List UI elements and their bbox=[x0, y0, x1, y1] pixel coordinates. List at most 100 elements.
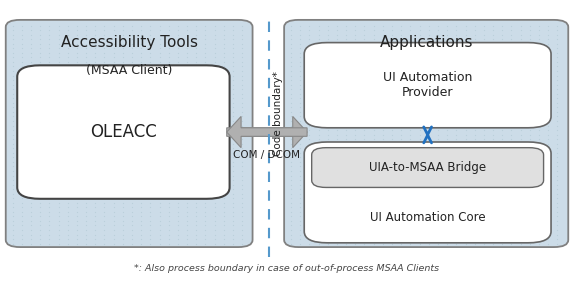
Point bbox=[360, 141, 369, 146]
Point bbox=[443, 105, 452, 110]
Point bbox=[164, 87, 173, 91]
Point bbox=[219, 169, 228, 173]
Point bbox=[100, 64, 109, 69]
Point bbox=[118, 73, 127, 78]
Point bbox=[72, 178, 82, 182]
Point bbox=[342, 164, 351, 169]
Point bbox=[164, 210, 173, 214]
Point bbox=[155, 128, 164, 132]
Point bbox=[63, 64, 72, 69]
Point bbox=[137, 105, 146, 110]
Point bbox=[127, 91, 137, 96]
Point bbox=[109, 132, 118, 137]
Point bbox=[54, 191, 63, 196]
Point bbox=[173, 60, 183, 64]
Point bbox=[488, 201, 498, 205]
Point bbox=[479, 151, 488, 155]
Point bbox=[8, 205, 17, 210]
Point bbox=[323, 141, 332, 146]
Point bbox=[406, 55, 415, 60]
Point bbox=[173, 51, 183, 55]
Point bbox=[228, 87, 238, 91]
Point bbox=[100, 205, 109, 210]
Point bbox=[146, 51, 155, 55]
Point bbox=[45, 232, 54, 237]
Point bbox=[286, 178, 296, 182]
Point bbox=[173, 191, 183, 196]
Point bbox=[118, 128, 127, 132]
Point bbox=[305, 223, 314, 228]
Point bbox=[201, 237, 210, 241]
Point bbox=[534, 101, 544, 105]
Point bbox=[415, 187, 424, 191]
Text: Applications: Applications bbox=[379, 36, 473, 51]
Point bbox=[525, 82, 534, 87]
Point bbox=[516, 132, 525, 137]
Point bbox=[544, 164, 553, 169]
Point bbox=[192, 160, 201, 164]
Point bbox=[238, 82, 247, 87]
Point bbox=[26, 241, 36, 246]
Point bbox=[397, 214, 406, 219]
Point bbox=[82, 110, 91, 114]
Point bbox=[323, 187, 332, 191]
Point bbox=[192, 196, 201, 201]
Point bbox=[525, 169, 534, 173]
Point bbox=[424, 187, 433, 191]
Point bbox=[286, 214, 296, 219]
Point bbox=[397, 78, 406, 82]
Point bbox=[314, 223, 323, 228]
Point bbox=[443, 73, 452, 78]
Point bbox=[146, 173, 155, 178]
Point bbox=[498, 69, 507, 73]
Point bbox=[342, 137, 351, 141]
Point bbox=[26, 41, 36, 46]
Point bbox=[228, 41, 238, 46]
Point bbox=[378, 187, 387, 191]
Point bbox=[91, 219, 100, 223]
Point bbox=[387, 101, 397, 105]
Point bbox=[219, 223, 228, 228]
Point bbox=[323, 91, 332, 96]
Point bbox=[452, 219, 461, 223]
Point bbox=[470, 64, 479, 69]
Point bbox=[54, 114, 63, 119]
Point bbox=[461, 228, 470, 232]
Point bbox=[192, 114, 201, 119]
Point bbox=[498, 155, 507, 160]
Point bbox=[155, 237, 164, 241]
Point bbox=[544, 237, 553, 241]
Point bbox=[516, 196, 525, 201]
Point bbox=[219, 114, 228, 119]
Point bbox=[118, 69, 127, 73]
Point bbox=[406, 232, 415, 237]
Point bbox=[498, 101, 507, 105]
Point bbox=[146, 205, 155, 210]
Point bbox=[351, 223, 360, 228]
Point bbox=[118, 132, 127, 137]
Point bbox=[183, 201, 192, 205]
Point bbox=[296, 241, 305, 246]
Point bbox=[314, 173, 323, 178]
Point bbox=[45, 196, 54, 201]
Point bbox=[8, 28, 17, 32]
Point bbox=[118, 119, 127, 123]
Point bbox=[461, 205, 470, 210]
Point bbox=[8, 187, 17, 191]
Point bbox=[378, 101, 387, 105]
Point bbox=[433, 114, 443, 119]
Point bbox=[305, 178, 314, 182]
Point bbox=[8, 64, 17, 69]
Point bbox=[192, 55, 201, 60]
Point bbox=[164, 219, 173, 223]
Point bbox=[127, 78, 137, 82]
Point bbox=[516, 160, 525, 164]
Point bbox=[461, 151, 470, 155]
Point bbox=[201, 187, 210, 191]
Point bbox=[36, 96, 45, 101]
Point bbox=[54, 32, 63, 37]
Point bbox=[36, 151, 45, 155]
Point bbox=[507, 73, 516, 78]
Point bbox=[443, 241, 452, 246]
Point bbox=[36, 105, 45, 110]
